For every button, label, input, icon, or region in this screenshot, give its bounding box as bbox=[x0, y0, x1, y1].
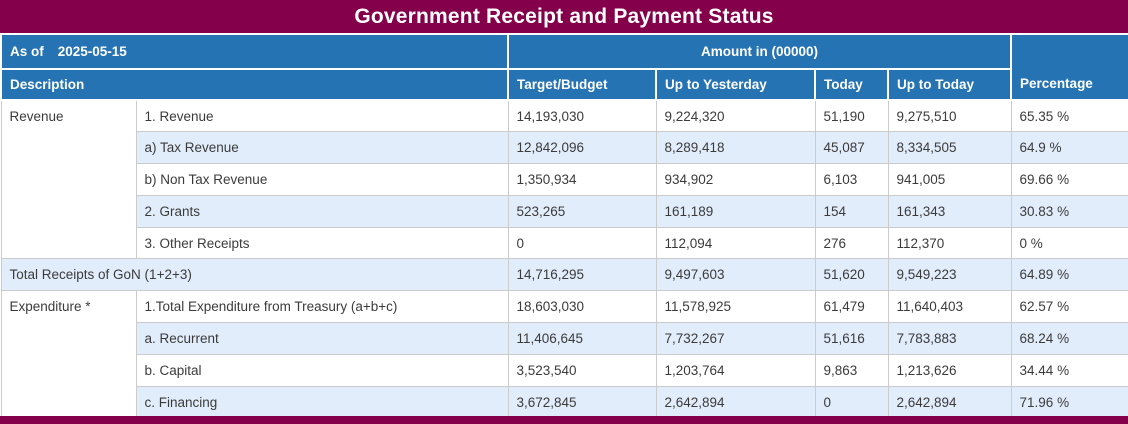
table-row-other-receipts: 3. Other Receipts 0 112,094 276 112,370 … bbox=[1, 226, 1128, 260]
table-row-total-receipts: Total Receipts of GoN (1+2+3) 14,716,295… bbox=[0, 258, 1128, 292]
row-item: a. Recurrent bbox=[135, 322, 509, 355]
cell-up-to-today: 161,343 bbox=[887, 194, 1012, 228]
cell-up-to-today: 9,549,223 bbox=[887, 258, 1012, 292]
as-of-row: As of 2025-05-15 Amount in (00000) Percen… bbox=[0, 33, 1128, 101]
cell-up-to-yesterday: 1,203,764 bbox=[655, 353, 816, 387]
cell-up-to-yesterday: 112,094 bbox=[655, 226, 816, 260]
cell-up-to-today: 112,370 bbox=[887, 226, 1012, 260]
amount-unit-note: Amount in (00000) bbox=[506, 33, 1013, 70]
row-item: a) Tax Revenue bbox=[135, 131, 509, 165]
cell-up-to-yesterday: 11,578,925 bbox=[655, 290, 816, 324]
page-title: Government Receipt and Payment Status bbox=[0, 0, 1128, 33]
row-item: c. Financing bbox=[135, 385, 509, 419]
row-item: 1.Total Expenditure from Treasury (a+b+c… bbox=[135, 290, 509, 324]
table-row-total-expenditure: Expenditure * 1.Total Expenditure from T… bbox=[0, 290, 1128, 419]
cell-up-to-today: 7,783,883 bbox=[887, 322, 1012, 355]
row-item: 2. Grants bbox=[135, 194, 509, 228]
table-row-financing: c. Financing 3,672,845 2,642,894 0 2,642… bbox=[1, 385, 1128, 419]
cell-percentage: 65.35 % bbox=[1010, 99, 1128, 133]
cell-target: 12,842,096 bbox=[507, 131, 657, 165]
cell-today: 6,103 bbox=[814, 163, 889, 196]
cell-up-to-today: 1,213,626 bbox=[887, 353, 1012, 387]
row-item: 1. Revenue bbox=[135, 99, 509, 133]
cell-today: 51,620 bbox=[814, 258, 889, 292]
cell-target: 3,672,845 bbox=[507, 385, 657, 419]
cell-today: 276 bbox=[814, 226, 889, 260]
table-row-grants: 2. Grants 523,265 161,189 154 161,343 30… bbox=[1, 194, 1128, 228]
table-row-recurrent: a. Recurrent 11,406,645 7,732,267 51,616… bbox=[1, 322, 1128, 355]
cell-up-to-yesterday: 7,732,267 bbox=[655, 322, 816, 355]
cell-up-to-yesterday: 9,497,603 bbox=[655, 258, 816, 292]
cell-up-to-yesterday: 161,189 bbox=[655, 194, 816, 228]
row-item: b. Capital bbox=[135, 353, 509, 387]
table-body: Revenue 1. Revenue 14,193,030 9,224,320 … bbox=[0, 99, 1128, 419]
cell-percentage: 62.57 % bbox=[1010, 290, 1128, 324]
cell-today: 9,863 bbox=[814, 353, 889, 387]
column-header-percentage: Percentage bbox=[1010, 33, 1128, 101]
cell-up-to-yesterday: 8,289,418 bbox=[655, 131, 816, 165]
cell-percentage: 30.83 % bbox=[1010, 194, 1128, 228]
footer-accent-bar bbox=[0, 416, 1128, 424]
row-item: 3. Other Receipts bbox=[135, 226, 509, 260]
category-expenditure: Expenditure * bbox=[0, 290, 137, 419]
cell-today: 51,616 bbox=[814, 322, 889, 355]
cell-target: 18,603,030 bbox=[507, 290, 657, 324]
cell-percentage: 0 % bbox=[1010, 226, 1128, 260]
cell-up-to-today: 941,005 bbox=[887, 163, 1012, 196]
column-header-up-to-yesterday: Up to Yesterday bbox=[655, 68, 816, 101]
column-header-row: Description Target/Budget Up to Yesterda… bbox=[0, 68, 1128, 101]
column-header-today: Today bbox=[814, 68, 889, 101]
column-header-up-to-today: Up to Today bbox=[886, 68, 1013, 101]
category-revenue: Revenue bbox=[0, 99, 137, 260]
cell-up-to-yesterday: 934,902 bbox=[655, 163, 816, 196]
cell-today: 61,479 bbox=[814, 290, 889, 324]
column-header-target-budget: Target/Budget bbox=[507, 68, 657, 101]
cell-up-to-today: 2,642,894 bbox=[887, 385, 1012, 419]
cell-target: 11,406,645 bbox=[507, 322, 657, 355]
column-header-description: Description bbox=[0, 68, 509, 101]
cell-today: 154 bbox=[814, 194, 889, 228]
row-item: b) Non Tax Revenue bbox=[135, 163, 509, 196]
cell-up-to-today: 11,640,403 bbox=[887, 290, 1012, 324]
row-item-total-receipts: Total Receipts of GoN (1+2+3) bbox=[0, 258, 509, 292]
cell-target: 523,265 bbox=[507, 194, 657, 228]
cell-percentage: 71.96 % bbox=[1010, 385, 1128, 419]
cell-percentage: 68.24 % bbox=[1010, 322, 1128, 355]
cell-up-to-yesterday: 9,224,320 bbox=[655, 99, 816, 133]
table-row-non-tax-revenue: b) Non Tax Revenue 1,350,934 934,902 6,1… bbox=[1, 163, 1128, 196]
cell-target: 0 bbox=[507, 226, 657, 260]
receipt-payment-table: As of 2025-05-15 Amount in (00000) Percen… bbox=[0, 33, 1128, 419]
as-of-label: As of bbox=[10, 44, 44, 59]
cell-up-to-yesterday: 2,642,894 bbox=[655, 385, 816, 419]
cell-percentage: 64.9 % bbox=[1010, 131, 1128, 165]
cell-target: 14,193,030 bbox=[507, 99, 657, 133]
cell-target: 1,350,934 bbox=[507, 163, 657, 196]
cell-target: 3,523,540 bbox=[507, 353, 657, 387]
cell-percentage: 69.66 % bbox=[1010, 163, 1128, 196]
cell-up-to-today: 9,275,510 bbox=[887, 99, 1012, 133]
table-header: As of 2025-05-15 Amount in (00000) Percen… bbox=[0, 33, 1128, 101]
table-row-revenue: Revenue 1. Revenue 14,193,030 9,224,320 … bbox=[0, 99, 1128, 260]
table-row-tax-revenue: a) Tax Revenue 12,842,096 8,289,418 45,0… bbox=[1, 131, 1128, 165]
cell-target: 14,716,295 bbox=[507, 258, 657, 292]
as-of-date: 2025-05-15 bbox=[57, 44, 127, 59]
cell-percentage: 34.44 % bbox=[1010, 353, 1128, 387]
cell-today: 51,190 bbox=[814, 99, 889, 133]
cell-percentage: 64.89 % bbox=[1010, 258, 1128, 292]
cell-today: 45,087 bbox=[814, 131, 889, 165]
cell-today: 0 bbox=[814, 385, 889, 419]
cell-up-to-today: 8,334,505 bbox=[887, 131, 1012, 165]
as-of-cell: As of 2025-05-15 bbox=[0, 33, 509, 70]
table-row-capital: b. Capital 3,523,540 1,203,764 9,863 1,2… bbox=[1, 353, 1128, 387]
